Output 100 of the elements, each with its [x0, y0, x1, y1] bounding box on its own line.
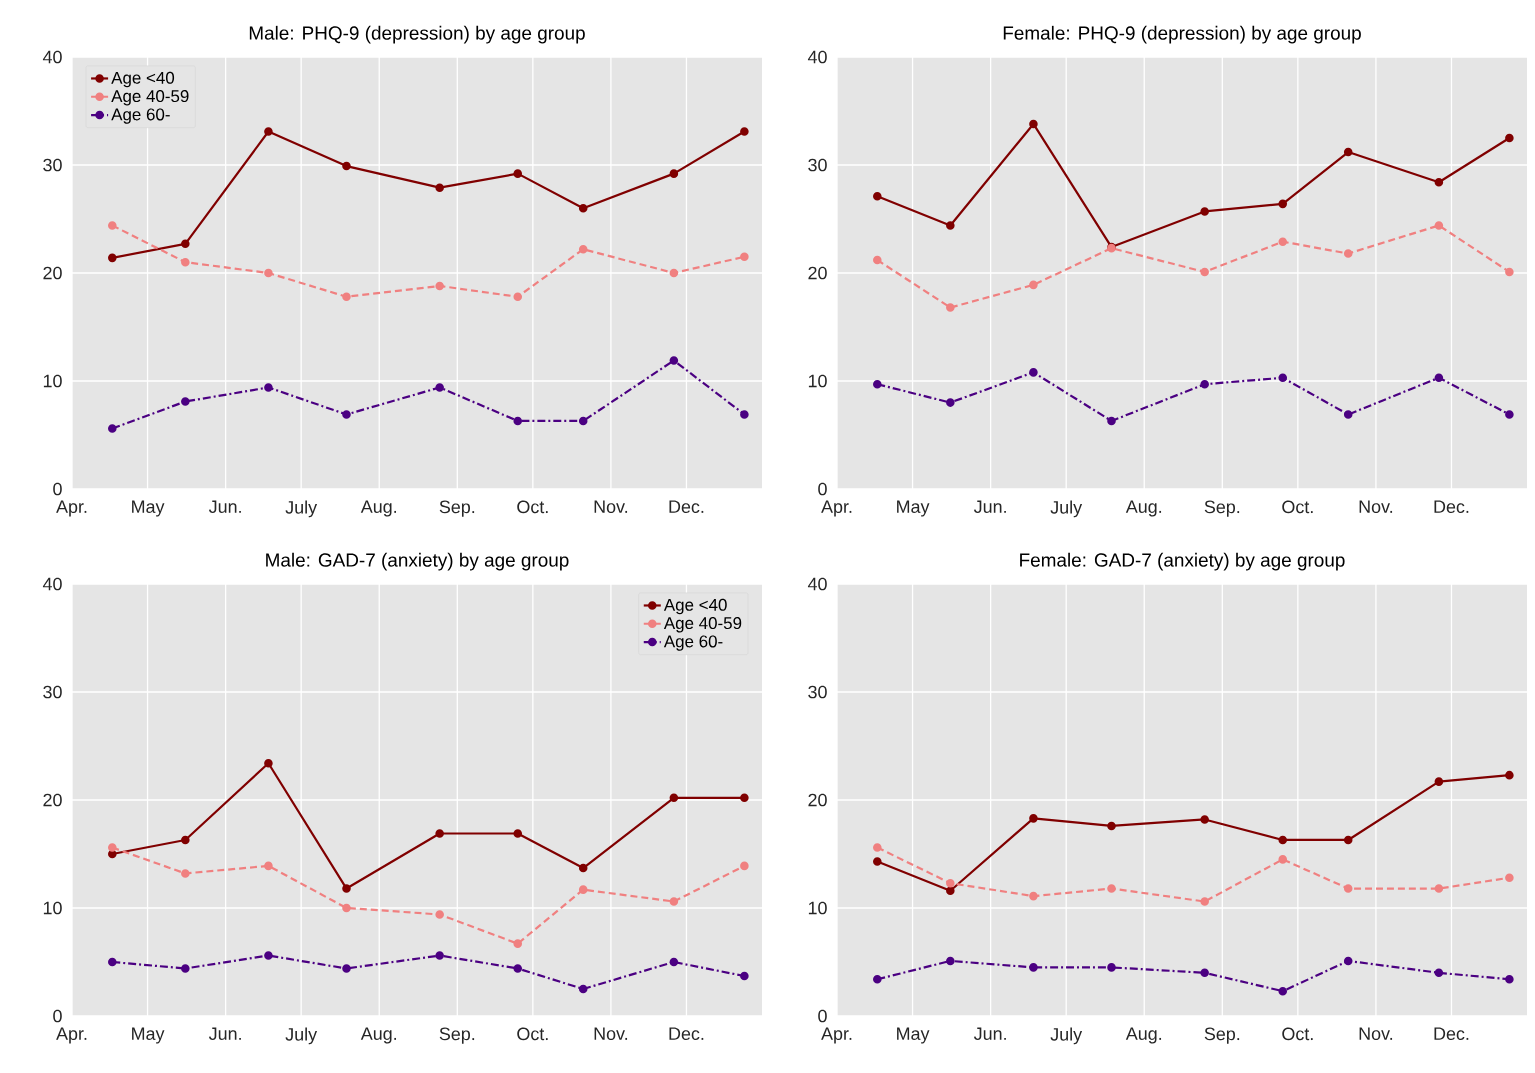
- point: [435, 383, 444, 392]
- point: [578, 885, 588, 894]
- y-tick-label: 10: [43, 374, 62, 388]
- x-tick-label: Nov.: [594, 1027, 628, 1041]
- point: [669, 356, 679, 365]
- point: [578, 863, 588, 873]
- point: [181, 257, 190, 267]
- point: [1278, 855, 1288, 864]
- x-tick-label: Apr.: [56, 500, 87, 517]
- y-tick-label: 40: [807, 577, 827, 591]
- point: [513, 169, 523, 178]
- y-tick-label: 0: [53, 1009, 62, 1023]
- point: [873, 192, 882, 201]
- point: [264, 127, 273, 136]
- point: [1343, 147, 1353, 157]
- point: [740, 861, 749, 871]
- x-tick-label: Sep.: [439, 500, 475, 517]
- point: [1200, 379, 1209, 389]
- point: [873, 857, 882, 866]
- point: [181, 835, 190, 845]
- x-tick-label: July: [285, 1027, 318, 1045]
- legend-label: Age <40: [663, 598, 727, 615]
- y-tick-label: 30: [43, 158, 62, 172]
- point: [342, 410, 351, 419]
- point: [1434, 221, 1444, 230]
- point: [1107, 963, 1116, 972]
- x-tick-label: Nov.: [594, 500, 628, 514]
- chart-title: Female: PHQ-9 (depression) by age group: [1003, 25, 1361, 44]
- x-tick-label: Nov.: [1359, 500, 1393, 514]
- point: [513, 939, 523, 948]
- point: [740, 252, 749, 262]
- y-tick-label: 20: [43, 793, 62, 807]
- point: [740, 793, 749, 803]
- x-tick-label: Oct.: [517, 500, 548, 514]
- chart-title: Female: GAD-7 (anxiety) by age group: [1020, 552, 1345, 571]
- point: [1278, 373, 1288, 383]
- point: [108, 957, 117, 967]
- point: [513, 292, 523, 302]
- y-tick-label: 20: [43, 266, 62, 280]
- x-tick-label: Jun.: [208, 500, 241, 514]
- point: [669, 169, 679, 178]
- point: [740, 127, 749, 136]
- point: [1107, 884, 1116, 893]
- y-tick-label: 30: [808, 158, 827, 172]
- point: [435, 951, 444, 960]
- x-tick-label: Apr.: [56, 1027, 87, 1044]
- point: [513, 416, 523, 426]
- point: [264, 758, 273, 768]
- legend-label: Age <40: [111, 71, 175, 88]
- point: [342, 884, 351, 893]
- point: [1278, 986, 1288, 996]
- x-tick-label: July: [1050, 1027, 1083, 1045]
- point: [873, 379, 882, 389]
- point: [181, 397, 190, 406]
- chart-title: Male: PHQ-9 (depression) by age group: [249, 25, 585, 44]
- point: [740, 410, 749, 419]
- point: [1434, 968, 1444, 978]
- y-tick-label: 20: [808, 793, 827, 807]
- x-tick-label: July: [285, 500, 318, 518]
- point: [1029, 119, 1038, 129]
- y-tick-label: 0: [818, 1009, 827, 1023]
- y-tick-label: 30: [43, 685, 62, 699]
- point: [108, 424, 117, 433]
- point: [1505, 267, 1514, 277]
- point: [873, 255, 882, 265]
- point: [342, 292, 351, 302]
- point: [1278, 237, 1288, 246]
- x-tick-label: Sep.: [1204, 1027, 1240, 1044]
- y-tick-label: 0: [53, 482, 62, 496]
- x-tick-label: Aug.: [1125, 500, 1162, 517]
- point: [669, 268, 679, 278]
- point: [342, 161, 351, 171]
- point: [873, 843, 882, 852]
- point: [873, 974, 882, 984]
- x-tick-label: Nov.: [1359, 1027, 1393, 1041]
- x-tick-label: Jun.: [973, 500, 1006, 514]
- point: [578, 416, 588, 426]
- point: [1200, 815, 1209, 824]
- legend-label: Age 40-59: [663, 617, 742, 633]
- point: [435, 829, 444, 838]
- point: [342, 964, 351, 973]
- point: [435, 910, 444, 919]
- point: [1505, 410, 1514, 419]
- point: [1343, 884, 1353, 893]
- point: [578, 984, 588, 994]
- point: [1200, 968, 1209, 978]
- point: [1343, 835, 1353, 845]
- point: [1107, 416, 1116, 426]
- y-tick-label: 40: [42, 50, 62, 64]
- x-tick-label: July: [1050, 500, 1083, 518]
- x-tick-label: Aug.: [360, 1027, 397, 1044]
- y-tick-label: 10: [808, 901, 827, 915]
- x-tick-label: Aug.: [360, 500, 397, 517]
- point: [1278, 835, 1288, 845]
- point: [946, 221, 955, 230]
- point: [946, 886, 955, 896]
- chart-title: Male: GAD-7 (anxiety) by age group: [266, 552, 569, 571]
- x-tick-label: Oct.: [1282, 1027, 1313, 1041]
- point: [513, 829, 523, 838]
- point: [946, 398, 955, 407]
